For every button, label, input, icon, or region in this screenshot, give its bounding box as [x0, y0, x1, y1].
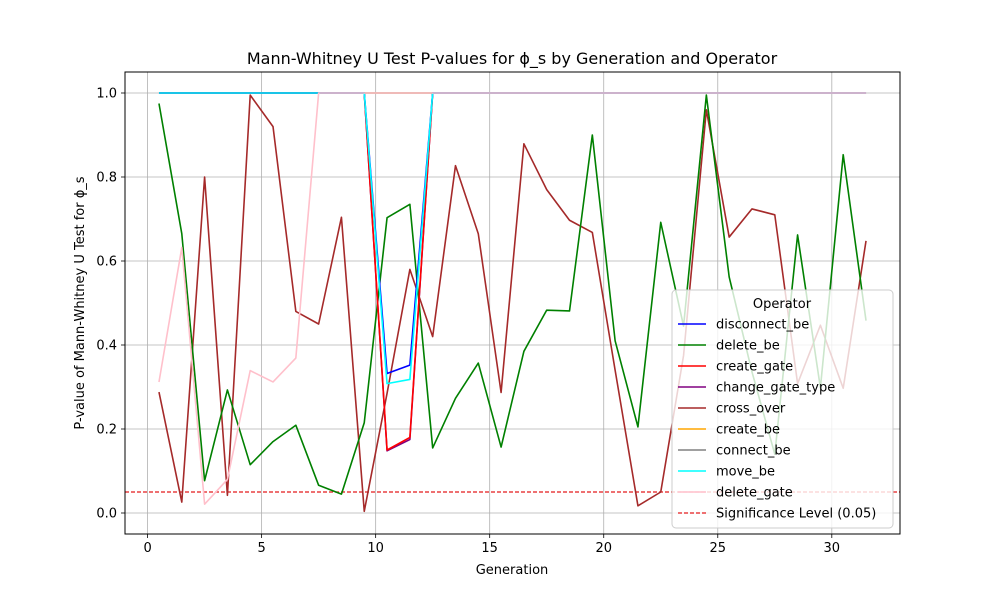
- series-layer: [158, 92, 867, 513]
- x-tick-label: 5: [257, 541, 265, 556]
- legend-label: cross_over: [716, 402, 786, 417]
- x-tick-label: 25: [709, 541, 726, 556]
- x-tick-label: 0: [143, 541, 151, 556]
- y-tick-label: 0.2: [96, 423, 117, 438]
- x-tick-label: 15: [481, 541, 498, 556]
- plot-frame: [124, 71, 901, 535]
- y-tick-label: 0.0: [96, 507, 117, 522]
- legend-box: [671, 289, 894, 529]
- ticks: 0 5 10 15 20 25 30 0.0 0.2 0.4 0.6 0.8 1.0: [96, 87, 840, 557]
- legend-title: Operator: [753, 297, 812, 312]
- chart-title: Mann-Whitney U Test P-values for ϕ_s by …: [247, 49, 778, 69]
- legend-label: move_be: [716, 465, 775, 480]
- x-axis-label: Generation: [476, 563, 549, 578]
- legend-label: disconnect_be: [716, 318, 809, 333]
- legend-label: delete_be: [716, 339, 780, 354]
- legend-label: change_gate_type: [716, 381, 835, 396]
- x-tick-label: 10: [367, 541, 384, 556]
- series-line-delete-gate: [158, 92, 867, 505]
- x-tick-label: 30: [824, 541, 841, 556]
- y-tick-label: 0.6: [96, 255, 117, 270]
- series-line-cross-over: [158, 94, 867, 513]
- legend-label: create_be: [716, 423, 780, 438]
- y-tick-label: 0.8: [96, 171, 117, 186]
- x-tick-label: 20: [595, 541, 612, 556]
- y-tick-label: 1.0: [96, 87, 117, 102]
- y-tick-label: 0.4: [96, 339, 117, 354]
- y-axis-label: P-value of Mann-Whitney U Test for ϕ_s: [73, 176, 88, 429]
- legend-label: delete_gate: [716, 486, 793, 501]
- legend-label: connect_be: [716, 444, 791, 459]
- legend: Operator disconnect_be delete_be create_ga…: [671, 289, 894, 529]
- legend-label: create_gate: [716, 360, 793, 375]
- legend-label: Significance Level (0.05): [716, 507, 876, 522]
- legend-items: disconnect_be delete_be create_gate change_…: [678, 318, 876, 522]
